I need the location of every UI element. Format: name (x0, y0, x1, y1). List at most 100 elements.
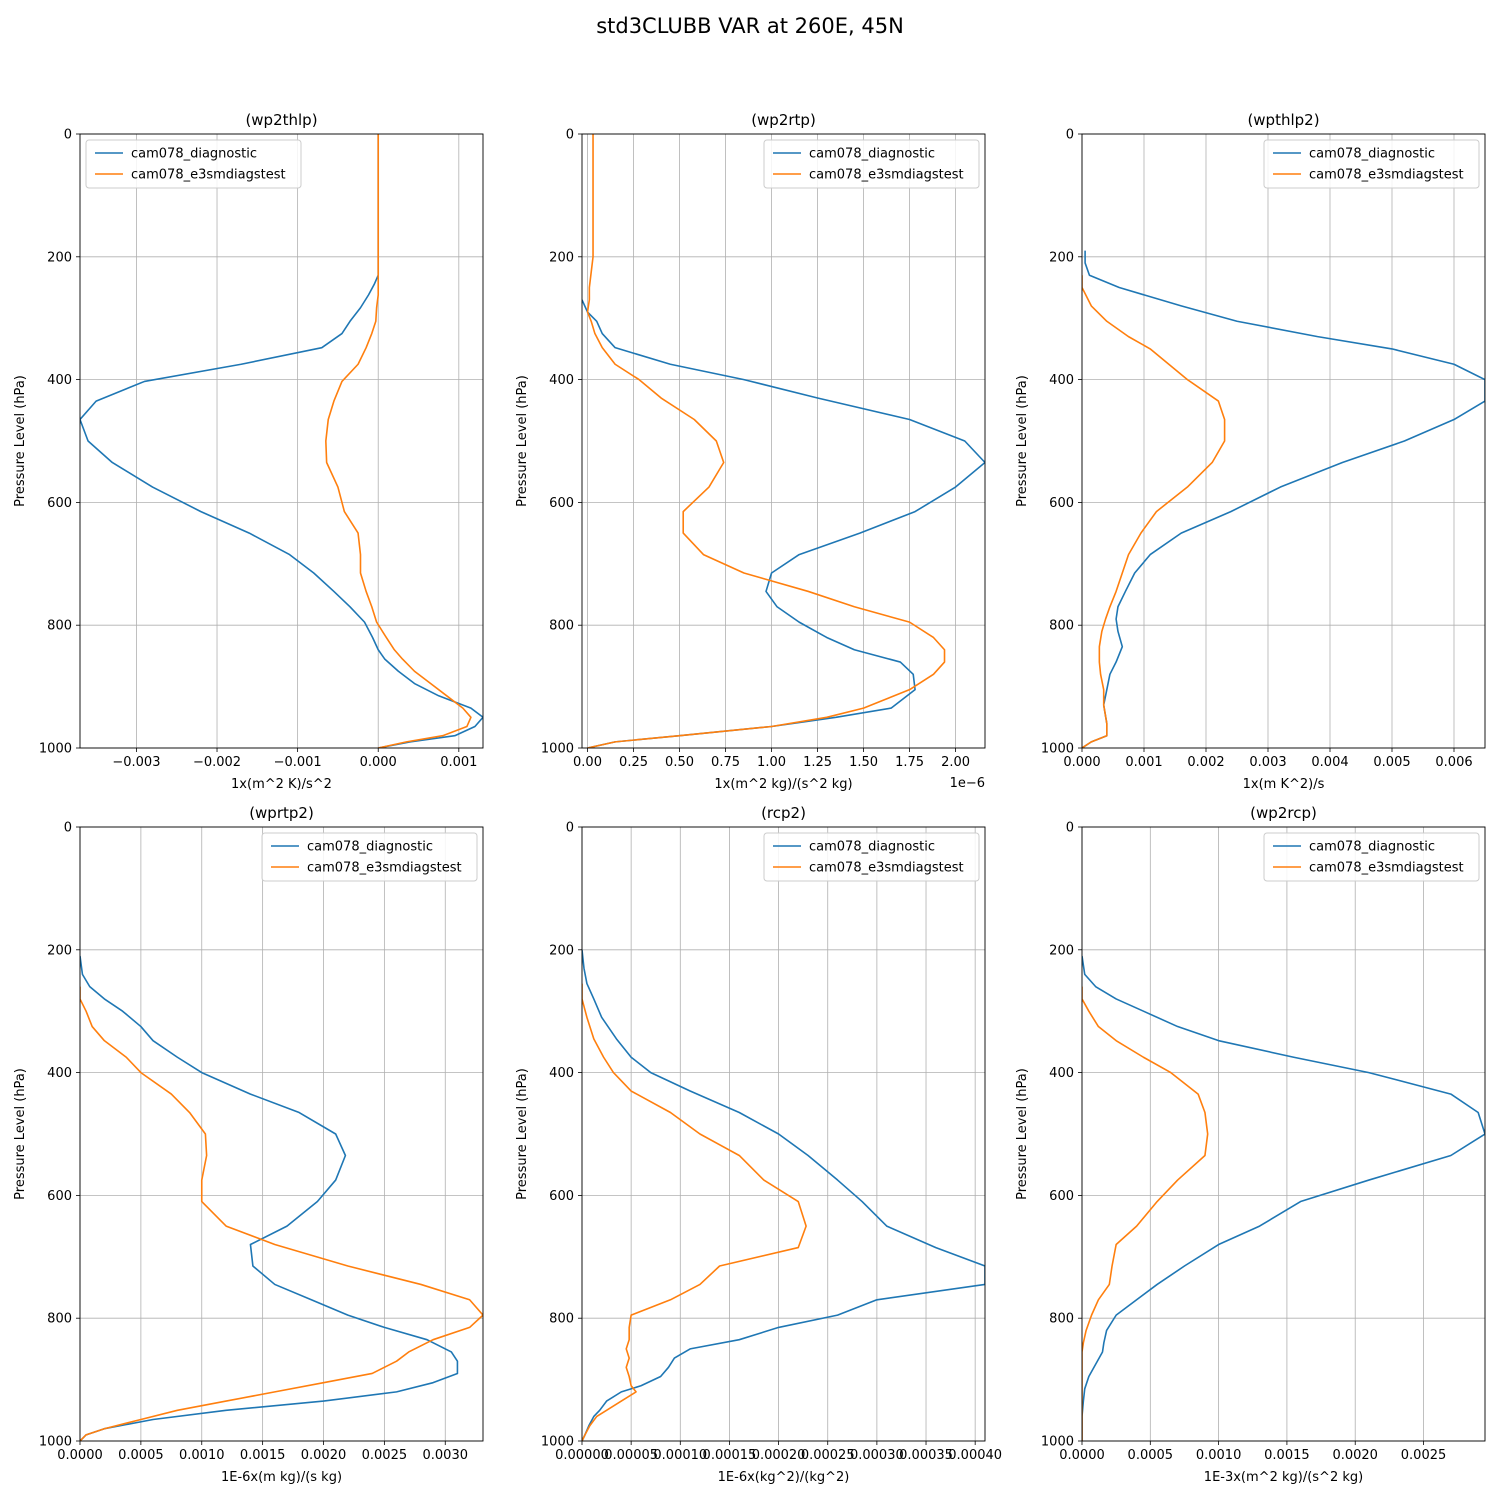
legend: cam078_diagnostic cam078_e3smdiagstest (261, 832, 478, 882)
y-tick-label: 1000 (39, 1435, 72, 1450)
y-tick-label: 1000 (541, 1435, 574, 1450)
y-axis-label: Pressure Level (hPa) (13, 375, 28, 507)
x-tick-label: 2.00 (941, 755, 970, 770)
y-tick-label: 0 (1066, 128, 1074, 143)
x-tick-label: 0.0015 (1264, 1448, 1310, 1463)
legend-box (763, 139, 980, 189)
y-tick-label: 600 (47, 496, 72, 511)
legend: cam078_diagnostic cam078_e3smdiagstest (763, 139, 980, 189)
x-axis-label: 1E-6x(kg^2)/(kg^2) (718, 1470, 850, 1485)
panel-title: (wp2thlp) (245, 111, 317, 129)
x-tick-label: 0.001 (1125, 755, 1162, 770)
series-line-cam078_diagnostic (1082, 955, 1485, 1441)
panel-title: (wpthlp2) (1247, 111, 1319, 129)
y-tick-label: 0 (566, 821, 574, 836)
x-tick-label: 0.0010 (179, 1448, 225, 1463)
x-tick-label: 0.0020 (1332, 1448, 1378, 1463)
y-tick-label: 1000 (1041, 742, 1074, 757)
y-tick-label: 0 (64, 128, 72, 143)
legend-label: cam078_diagnostic (809, 840, 935, 855)
legend-label: cam078_diagnostic (809, 147, 935, 162)
panel-title: (wp2rtp) (751, 111, 816, 129)
y-axis-label: Pressure Level (hPa) (515, 375, 530, 507)
panel-title: (wprtp2) (249, 804, 314, 822)
series-line-cam078_diagnostic (80, 955, 459, 1441)
y-tick-label: 600 (1049, 1189, 1074, 1204)
legend-box (85, 139, 302, 189)
legend-box (763, 832, 980, 882)
legend-label: cam078_e3smdiagstest (1309, 861, 1464, 876)
series-line-cam078_e3smdiagstest (586, 134, 946, 748)
y-tick-label: 800 (549, 619, 574, 634)
x-tick-label: 0.75 (711, 755, 740, 770)
y-tick-label: 1000 (1041, 1435, 1074, 1450)
x-tick-label: 0.000 (360, 755, 397, 770)
legend: cam078_diagnostic cam078_e3smdiagstest (85, 139, 302, 189)
x-offset-label: 1e−6 (950, 776, 985, 791)
series-line-cam078_e3smdiagstest (1082, 986, 1209, 1441)
y-tick-label: 600 (1049, 496, 1074, 511)
series-line-cam078_diagnostic (582, 299, 985, 748)
legend-box (1263, 139, 1480, 189)
y-tick-label: 800 (47, 619, 72, 634)
series-line-cam078_e3smdiagstest (80, 986, 483, 1441)
y-axis-label: Pressure Level (hPa) (1015, 375, 1030, 507)
x-tick-label: 0.00000 (555, 1448, 609, 1463)
x-axis-label: 1x(m^2 kg)/(s^2 kg) (714, 777, 852, 792)
y-axis-label: Pressure Level (hPa) (13, 1068, 28, 1200)
x-tick-label: 1.00 (757, 755, 786, 770)
x-tick-label: 0.00015 (703, 1448, 757, 1463)
x-tick-label: 0.0030 (423, 1448, 469, 1463)
x-tick-label: 0.0000 (57, 1448, 103, 1463)
legend-box (1263, 832, 1480, 882)
legend-label: cam078_e3smdiagstest (307, 861, 462, 876)
y-tick-label: 600 (549, 496, 574, 511)
y-tick-label: 400 (1049, 1066, 1074, 1081)
series-line-cam078_e3smdiagstest (325, 134, 472, 748)
panel-title: (rcp2) (761, 804, 806, 822)
y-tick-label: 800 (549, 1312, 574, 1327)
y-tick-label: 400 (47, 373, 72, 388)
legend-label: cam078_e3smdiagstest (131, 168, 286, 183)
x-axis-label: 1x(m K^2)/s (1243, 777, 1325, 792)
series-line-cam078_diagnostic (1082, 250, 1485, 748)
x-tick-label: 0.0005 (1128, 1448, 1174, 1463)
x-tick-label: 0.25 (619, 755, 648, 770)
legend-label: cam078_e3smdiagstest (809, 168, 964, 183)
series-line-cam078_e3smdiagstest (582, 983, 807, 1441)
x-tick-label: 0.00040 (948, 1448, 1002, 1463)
y-axis-label: Pressure Level (hPa) (1015, 1068, 1030, 1200)
x-tick-label: 0.001 (440, 755, 477, 770)
y-tick-label: 1000 (39, 742, 72, 757)
y-tick-label: 0 (1066, 821, 1074, 836)
x-axis-label: 1E-3x(m^2 kg)/(s^2 kg) (1204, 1470, 1363, 1485)
x-tick-label: 0.00035 (899, 1448, 953, 1463)
x-tick-label: 0.0010 (1196, 1448, 1242, 1463)
legend-label: cam078_e3smdiagstest (1309, 168, 1464, 183)
x-tick-label: 0.0025 (1401, 1448, 1447, 1463)
legend-label: cam078_diagnostic (1309, 840, 1435, 855)
x-tick-label: 0.0015 (240, 1448, 286, 1463)
x-tick-label: 0.005 (1373, 755, 1410, 770)
y-tick-label: 200 (47, 943, 72, 958)
chart-panel-1: −0.003 −0.002 −0.001 0.000 0.001 0 200 400 600 80… (13, 111, 484, 792)
y-tick-label: 400 (549, 1066, 574, 1081)
panel-title: (wp2rcp) (1250, 804, 1317, 822)
y-tick-label: 200 (1049, 250, 1074, 265)
x-tick-label: 0.00005 (604, 1448, 658, 1463)
x-tick-label: 0.0025 (362, 1448, 408, 1463)
chart-panel-6: 0.0000 0.0005 0.0010 0.0015 0.0020 0.0025 0 200… (1015, 804, 1486, 1485)
x-tick-label: 0.00030 (850, 1448, 904, 1463)
x-tick-label: 0.00 (573, 755, 602, 770)
y-tick-label: 200 (549, 943, 574, 958)
y-tick-label: 600 (549, 1189, 574, 1204)
chart-panel-5: 0.000000.000050.000100.000150.000200.000… (515, 804, 1002, 1485)
legend: cam078_diagnostic cam078_e3smdiagstest (763, 832, 980, 882)
y-tick-label: 800 (47, 1312, 72, 1327)
axes-frame (1081, 133, 1486, 749)
y-tick-label: 400 (549, 373, 574, 388)
y-tick-label: 600 (47, 1189, 72, 1204)
legend-label: cam078_diagnostic (131, 147, 257, 162)
x-tick-label: 0.00010 (653, 1448, 707, 1463)
x-tick-label: 1.25 (803, 755, 832, 770)
